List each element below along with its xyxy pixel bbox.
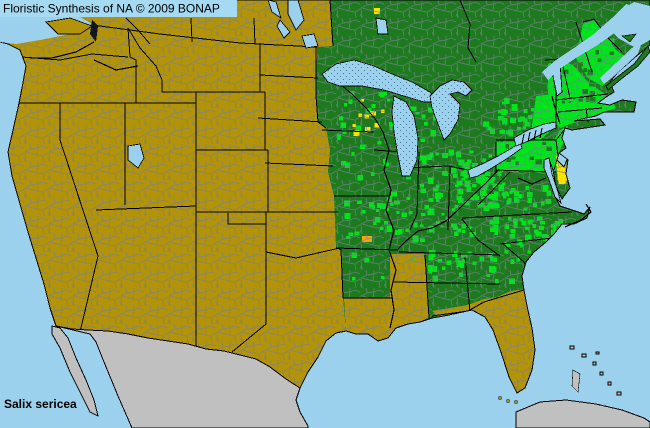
species-label: Salix sericea [4,397,77,411]
title-bar [0,0,237,17]
coastline [0,0,650,394]
prince-edward-island [621,33,637,43]
pacific-northwest [0,17,98,44]
delaware-bay [556,152,568,168]
bahamas-islands [569,345,622,396]
map-title: Floristic Synthesis of NA © 2009 BONAP [3,2,220,16]
outer-banks [564,203,592,228]
state-borders [8,0,623,353]
florida-keys [498,396,518,404]
baja-california [51,325,99,417]
vancouver-island [45,17,93,35]
bay-of-fundy [600,42,642,84]
manitoba-lakes [267,0,305,39]
puget-sound [90,20,98,42]
finger-lakes [521,127,543,145]
lake-of-the-woods [301,33,319,49]
lake-stipple [322,60,472,176]
st-lawrence-river [542,4,638,80]
northeast-canada [542,2,650,91]
cuba [515,399,650,428]
inland-waters [127,0,568,205]
lake-erie [467,141,523,179]
lake-nipigon [375,17,389,35]
nova-scotia [605,45,650,91]
rivers [30,41,561,329]
great-salt-lake [127,143,145,169]
chesapeake-bay [543,157,562,205]
